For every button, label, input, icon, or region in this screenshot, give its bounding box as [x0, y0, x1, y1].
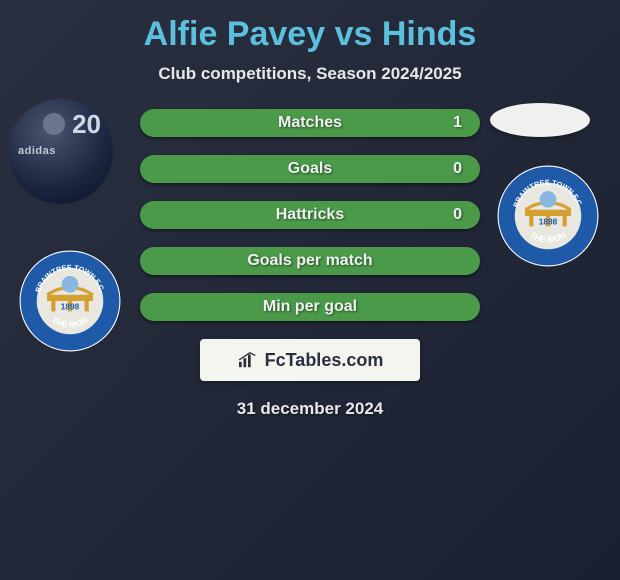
main-container: Alfie Pavey vs Hinds Club competitions, …: [0, 0, 620, 429]
club-badge-right: BRAINTREE TOWN F.C. THE IRON 1898: [496, 164, 600, 268]
comparison-title: Alfie Pavey vs Hinds: [144, 15, 477, 54]
stat-bar-hattricks: Hattricks 0: [140, 201, 480, 229]
jersey-badge-icon: [43, 113, 65, 135]
date-text: 31 december 2024: [237, 399, 384, 419]
club-crest-icon: BRAINTREE TOWN F.C. THE IRON 1898: [18, 249, 122, 353]
stat-label: Matches: [278, 114, 342, 132]
brand-box: FcTables.com: [200, 339, 420, 381]
stat-label: Goals per match: [247, 252, 372, 270]
club-crest-icon: BRAINTREE TOWN F.C. THE IRON 1898: [496, 164, 600, 268]
stats-column: Matches 1 Goals 0 Hattricks 0 Goals per …: [140, 109, 480, 321]
stat-bar-matches: Matches 1: [140, 109, 480, 137]
stat-value: 0: [453, 206, 462, 224]
content-area: 20 adidas BRAINTREE TOWN F.C. THE IRON: [0, 109, 620, 419]
stat-value: 1: [453, 114, 462, 132]
subtitle-text: Club competitions, Season 2024/2025: [158, 64, 461, 84]
stat-value: 0: [453, 160, 462, 178]
club-badge-left: BRAINTREE TOWN F.C. THE IRON 1898: [18, 249, 122, 353]
svg-text:1898: 1898: [61, 301, 80, 311]
brand-text: FcTables.com: [265, 350, 384, 371]
player-photo-left: 20 adidas: [8, 99, 113, 204]
stat-label: Goals: [288, 160, 332, 178]
player2-name: Hinds: [382, 15, 476, 53]
stat-bar-goals: Goals 0: [140, 155, 480, 183]
jersey-brand: adidas: [18, 145, 56, 157]
vs-text: vs: [335, 15, 373, 53]
svg-text:1898: 1898: [539, 216, 558, 226]
stat-bar-goals-per-match: Goals per match: [140, 247, 480, 275]
stat-bar-min-per-goal: Min per goal: [140, 293, 480, 321]
chart-icon: [237, 351, 259, 369]
jersey-number: 20: [72, 109, 101, 140]
player1-name: Alfie Pavey: [144, 15, 325, 53]
stat-label: Hattricks: [276, 206, 344, 224]
stat-label: Min per goal: [263, 298, 357, 316]
player-photo-right-placeholder: [490, 103, 590, 137]
